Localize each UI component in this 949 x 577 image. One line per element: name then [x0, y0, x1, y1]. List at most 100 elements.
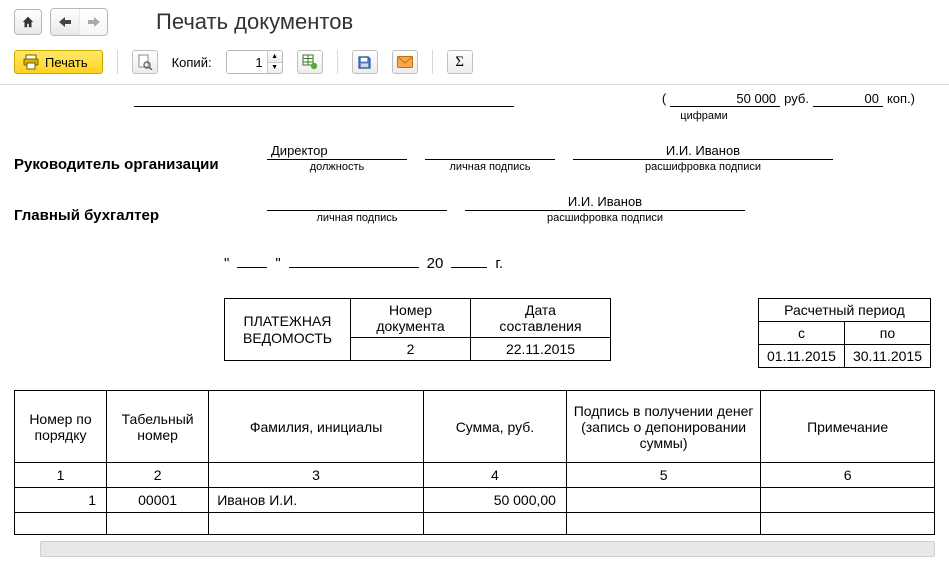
- app-toolbar: Печать документов: [0, 0, 949, 44]
- amount-numeric: ( 50 000 руб. 00 коп.): [662, 91, 915, 107]
- cell-sign: [566, 488, 760, 513]
- head-position-field: Директор должность: [267, 140, 407, 173]
- quote-open: ": [224, 255, 229, 272]
- period-to: 30.11.2015: [844, 345, 930, 368]
- doc-title-2: ВЕДОМОСТЬ: [243, 330, 332, 346]
- accountant-name-value: И.И. Иванов: [465, 191, 745, 211]
- print-button-label: Печать: [45, 55, 88, 70]
- digits-caption: цифрами: [574, 110, 834, 122]
- arrow-right-icon: [88, 17, 100, 27]
- num-header: Номер документа: [350, 299, 470, 338]
- amount-words-line: [134, 89, 514, 107]
- cell-sum: 50 000,00: [423, 488, 566, 513]
- date-value: 22.11.2015: [470, 338, 610, 361]
- doc-meta-table: ПЛАТЕЖНАЯ ВЕДОМОСТЬ Номер документа Дата…: [224, 298, 611, 361]
- cell-name: Иванов И.И.: [209, 488, 424, 513]
- cell-note: [761, 488, 935, 513]
- period-header: Расчетный период: [758, 299, 930, 322]
- email-button[interactable]: [392, 50, 418, 74]
- toolbar-separator: [117, 50, 118, 74]
- head-position-caption: должность: [310, 161, 365, 173]
- year-suffix: г.: [495, 255, 503, 272]
- num-value: 2: [350, 338, 470, 361]
- year-prefix: 20: [427, 255, 444, 272]
- accountant-name-field: И.И. Иванов расшифровка подписи: [465, 191, 745, 224]
- kop-value: 00: [813, 91, 883, 107]
- doc-title-cell: ПЛАТЕЖНАЯ ВЕДОМОСТЬ: [225, 299, 351, 361]
- print-button[interactable]: Печать: [14, 50, 103, 74]
- head-sign-caption: личная подпись: [449, 161, 530, 173]
- th-num: Номер по порядку: [15, 391, 107, 463]
- th-tab: Табельный номер: [107, 391, 209, 463]
- accountant-sign-caption: личная подпись: [316, 212, 397, 224]
- horizontal-scrollbar[interactable]: [40, 541, 935, 557]
- date-header: Дата составления: [470, 299, 610, 338]
- document: ( 50 000 руб. 00 коп.) цифрами Руководит…: [14, 85, 935, 535]
- table-row: 1 00001 Иванов И.И. 50 000,00: [15, 488, 935, 513]
- accountant-label: Главный бухгалтер: [14, 207, 249, 224]
- day-line: [237, 250, 267, 268]
- head-position-value: Директор: [267, 140, 407, 160]
- year-line: [451, 250, 487, 268]
- nav-buttons: [50, 8, 108, 36]
- home-icon: [21, 15, 35, 29]
- head-name-value: И.И. Иванов: [573, 140, 833, 160]
- copies-label: Копий:: [172, 55, 212, 70]
- rub-value: 50 000: [670, 91, 780, 107]
- toolbar-separator-2: [337, 50, 338, 74]
- copies-up[interactable]: ▲: [268, 51, 282, 62]
- printer-icon: [23, 54, 39, 70]
- doc-title-1: ПЛАТЕЖНАЯ: [244, 313, 332, 329]
- amount-row: ( 50 000 руб. 00 коп.): [14, 85, 935, 109]
- copies-down[interactable]: ▼: [268, 62, 282, 74]
- table-row: [15, 513, 935, 535]
- th-sum: Сумма, руб.: [423, 391, 566, 463]
- accountant-signature-block: Главный бухгалтер личная подпись И.И. Ив…: [14, 191, 935, 224]
- copies-input[interactable]: [227, 51, 267, 73]
- table-gear-icon: [302, 54, 318, 70]
- forward-button[interactable]: [79, 9, 107, 35]
- meta-tables: ПЛАТЕЖНАЯ ВЕДОМОСТЬ Номер документа Дата…: [14, 298, 935, 368]
- period-to-label: по: [844, 322, 930, 345]
- accountant-sign-field: личная подпись: [267, 191, 447, 224]
- kop-label: коп.): [887, 91, 915, 106]
- period-from-label: с: [758, 322, 844, 345]
- settings-button[interactable]: [297, 50, 323, 74]
- preview-button[interactable]: [132, 50, 158, 74]
- accountant-name-caption: расшифровка подписи: [547, 212, 663, 224]
- arrow-left-icon: [59, 17, 71, 27]
- back-button[interactable]: [51, 9, 79, 35]
- open-paren: (: [662, 91, 666, 106]
- date-row: " " 20 г.: [224, 250, 935, 272]
- th-note: Примечание: [761, 391, 935, 463]
- diskette-icon: [357, 55, 372, 70]
- th-sign: Подпись в получении денег (запись о депо…: [566, 391, 760, 463]
- save-button[interactable]: [352, 50, 378, 74]
- quote-close: ": [275, 255, 280, 272]
- document-canvas: ( 50 000 руб. 00 коп.) цифрами Руководит…: [0, 85, 949, 567]
- magnifier-page-icon: [137, 54, 153, 70]
- head-sign-field: личная подпись: [425, 140, 555, 173]
- page-title: Печать документов: [156, 9, 353, 35]
- period-from: 01.11.2015: [758, 345, 844, 368]
- document-toolbar: Печать Копий: ▲ ▼: [0, 44, 949, 85]
- envelope-icon: [397, 56, 413, 68]
- main-table: Номер по порядку Табельный номер Фамилия…: [14, 390, 935, 535]
- sum-button[interactable]: Σ: [447, 50, 473, 74]
- home-button[interactable]: [14, 9, 42, 35]
- head-name-field: И.И. Иванов расшифровка подписи: [573, 140, 833, 173]
- rub-label: руб.: [784, 91, 809, 106]
- month-line: [289, 250, 419, 268]
- cell-tab: 00001: [107, 488, 209, 513]
- toolbar-separator-3: [432, 50, 433, 74]
- cell-num: 1: [15, 488, 107, 513]
- period-table: Расчетный период с по 01.11.2015 30.11.2…: [758, 298, 931, 368]
- head-name-caption: расшифровка подписи: [645, 161, 761, 173]
- copies-spinner[interactable]: ▲ ▼: [226, 50, 283, 74]
- sigma-icon: Σ: [455, 54, 464, 71]
- table-colnum-row: 1 2 3 4 5 6: [15, 463, 935, 488]
- head-signature-block: Руководитель организации Директор должно…: [14, 140, 935, 173]
- th-name: Фамилия, инициалы: [209, 391, 424, 463]
- head-label: Руководитель организации: [14, 156, 249, 173]
- table-header-row: Номер по порядку Табельный номер Фамилия…: [15, 391, 935, 463]
